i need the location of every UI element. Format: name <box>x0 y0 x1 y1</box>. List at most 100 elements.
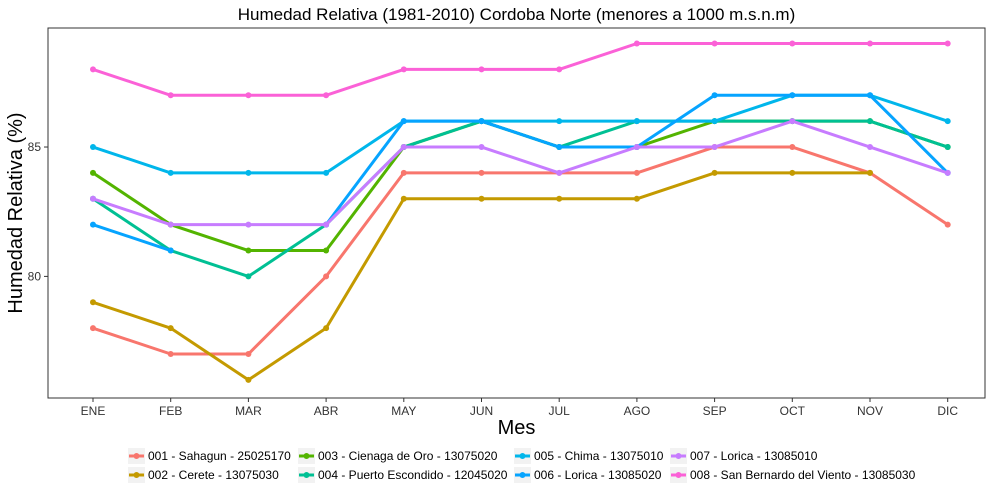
legend-label: 001 - Sahagun - 25025170 <box>148 449 291 463</box>
data-point <box>711 169 718 176</box>
data-point <box>867 169 873 176</box>
chart-title: Humedad Relativa (1981-2010) Cordoba Nor… <box>238 5 796 24</box>
x-tick-label: SEP <box>703 404 727 418</box>
x-tick-label: ABR <box>314 404 339 418</box>
x-tick-label: JUL <box>549 404 571 418</box>
data-point <box>400 66 407 73</box>
data-point <box>556 66 563 73</box>
y-axis-title: Humedad Relativa (%) <box>5 112 27 313</box>
data-point <box>944 169 951 176</box>
data-point <box>90 144 96 151</box>
series-7 <box>90 118 951 228</box>
x-tick-label: FEB <box>159 404 182 418</box>
data-point <box>167 351 174 358</box>
x-tick-label: DIC <box>937 404 958 418</box>
data-point <box>245 351 252 358</box>
data-point <box>90 195 96 202</box>
data-point <box>633 40 640 47</box>
data-point <box>633 144 640 151</box>
data-point <box>400 169 407 176</box>
data-point <box>400 195 407 202</box>
data-point <box>944 118 951 125</box>
legend-item: 007 - Lorica - 13085010 <box>670 448 818 464</box>
legend-item: 003 - Cienaga de Oro - 13075020 <box>298 448 498 464</box>
data-point <box>711 40 718 47</box>
series-layer <box>90 40 951 383</box>
legend-marker <box>519 472 526 478</box>
data-point <box>867 144 873 151</box>
data-point <box>245 376 252 383</box>
legend-item: 006 - Lorica - 13085020 <box>514 467 662 483</box>
y-tick-label: 80 <box>28 269 42 283</box>
data-point <box>323 247 330 254</box>
y-axis: 80 85 <box>28 140 48 283</box>
legend-marker <box>133 453 140 459</box>
legend: 001 - Sahagun - 25025170 003 - Cienaga de… <box>128 448 916 483</box>
legend-marker <box>519 453 526 459</box>
x-tick-label: OCT <box>780 404 806 418</box>
data-point <box>478 169 485 176</box>
data-point <box>323 169 330 176</box>
data-point <box>400 118 407 125</box>
series-line <box>91 223 173 253</box>
x-tick-label: MAR <box>235 404 262 418</box>
data-point <box>711 92 718 99</box>
x-tick-label: NOV <box>857 404 883 418</box>
legend-marker <box>675 472 682 478</box>
data-point <box>711 118 718 125</box>
legend-item: 001 - Sahagun - 25025170 <box>128 448 291 464</box>
data-point <box>867 40 873 47</box>
legend-marker <box>675 453 682 459</box>
data-point <box>944 144 951 151</box>
data-point <box>867 92 873 99</box>
y-tick-label: 85 <box>28 140 42 154</box>
data-point <box>867 118 873 125</box>
data-point <box>245 221 252 228</box>
legend-item: 008 - San Bernardo del Viento - 13085030 <box>670 467 916 483</box>
data-point <box>167 221 174 228</box>
data-point <box>323 221 330 228</box>
data-point <box>167 169 174 176</box>
data-point <box>245 247 252 254</box>
data-point <box>478 144 485 151</box>
data-point <box>90 299 96 306</box>
legend-label: 003 - Cienaga de Oro - 13075020 <box>318 449 498 463</box>
data-point <box>323 92 330 99</box>
legend-item: 005 - Chima - 13075010 <box>514 448 664 464</box>
series-line <box>91 42 950 97</box>
legend-marker <box>133 472 140 478</box>
legend-label: 006 - Lorica - 13085020 <box>534 468 662 482</box>
x-axis: ENE FEB MAR ABR MAY JUN JUL AGO SEP OCT NOV DIC <box>81 398 958 418</box>
data-point <box>167 325 174 332</box>
data-point <box>789 169 796 176</box>
data-point <box>633 195 640 202</box>
data-point <box>245 273 252 280</box>
data-point <box>633 169 640 176</box>
legend-item: 002 - Cerete - 13075030 <box>128 467 279 483</box>
data-point <box>556 169 563 176</box>
series-line <box>91 119 950 227</box>
data-point <box>90 169 96 176</box>
data-point <box>711 144 718 151</box>
series-2 <box>90 169 873 383</box>
data-point <box>633 118 640 125</box>
data-point <box>789 118 796 125</box>
x-tick-label: ENE <box>81 404 106 418</box>
data-point <box>478 66 485 73</box>
legend-item: 004 - Puerto Escondido - 12045020 <box>298 467 508 483</box>
data-point <box>789 40 796 47</box>
x-axis-title: Mes <box>498 417 536 439</box>
data-point <box>556 118 563 125</box>
data-point <box>478 195 485 202</box>
data-point <box>556 144 563 151</box>
legend-label: 005 - Chima - 13075010 <box>534 449 664 463</box>
data-point <box>789 92 796 99</box>
legend-marker <box>303 453 310 459</box>
legend-label: 002 - Cerete - 13075030 <box>148 468 279 482</box>
data-point <box>323 325 330 332</box>
data-point <box>245 169 252 176</box>
series-8 <box>90 40 951 99</box>
series-line <box>91 145 950 356</box>
legend-label: 007 - Lorica - 13085010 <box>690 449 818 463</box>
